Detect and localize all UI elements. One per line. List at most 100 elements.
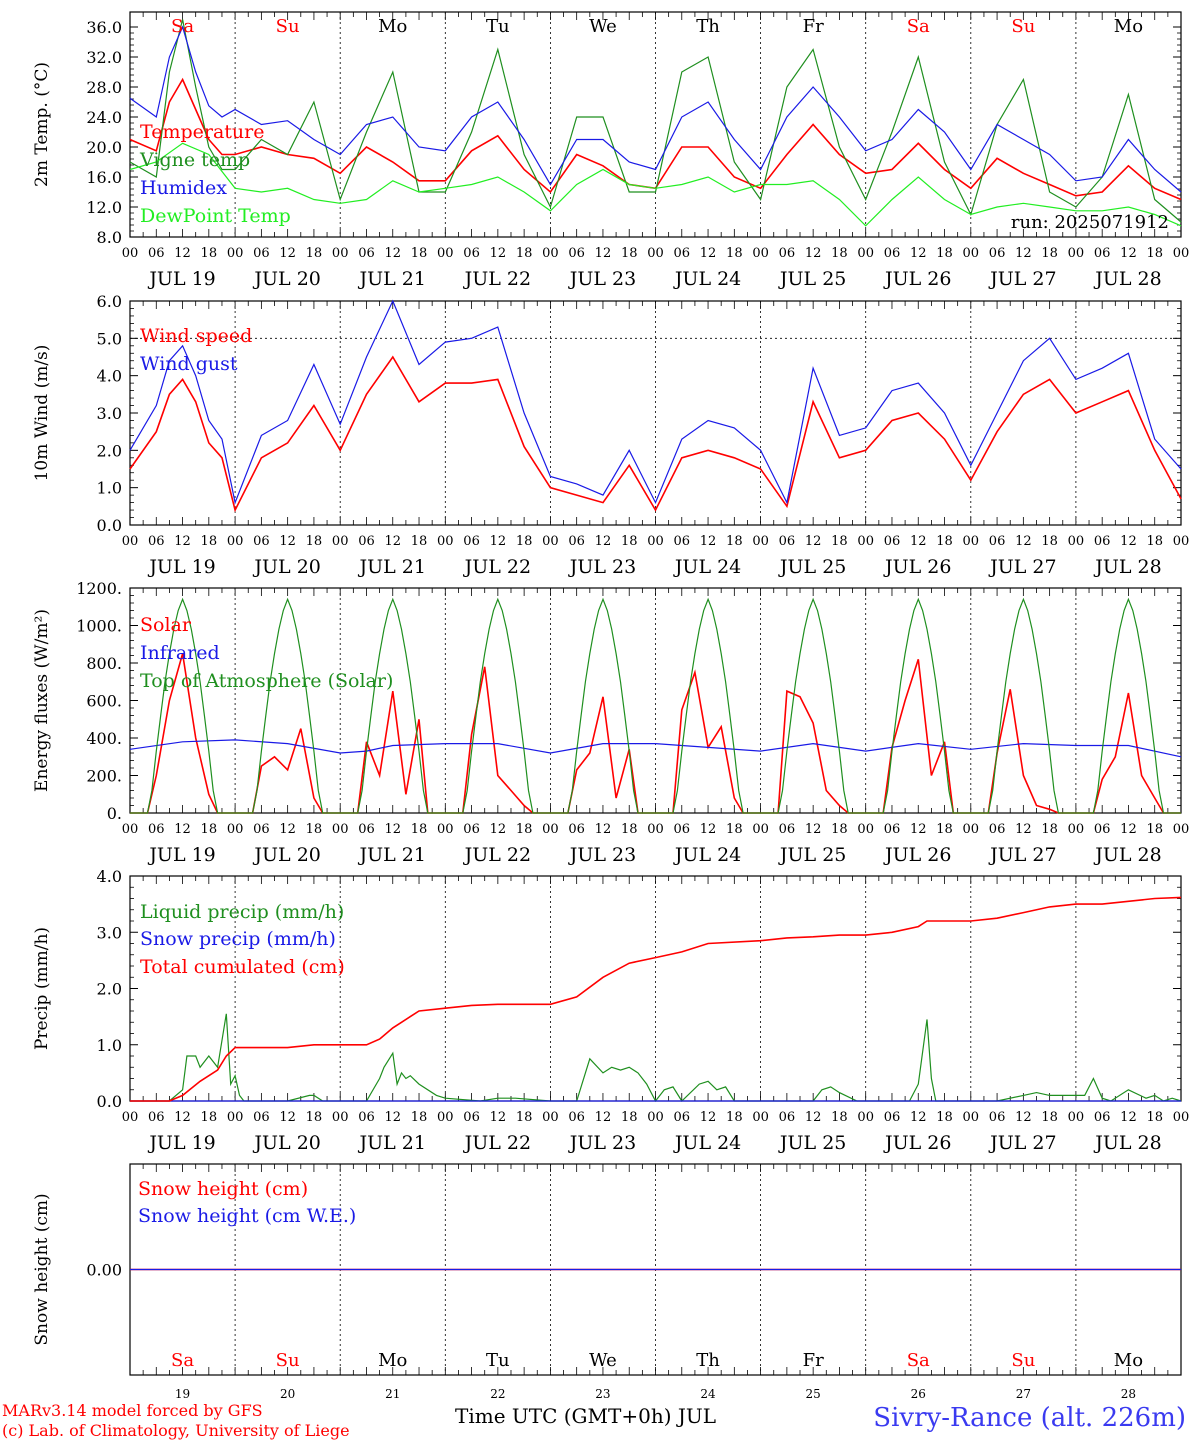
date-label: JUL 19 bbox=[147, 844, 215, 866]
y-tick-label: 20.0 bbox=[86, 138, 122, 157]
date-label: JUL 19 bbox=[147, 556, 215, 578]
hour-label: 12 bbox=[384, 822, 401, 837]
date-label: JUL 20 bbox=[252, 556, 320, 578]
y-tick-label: 1200. bbox=[76, 579, 122, 598]
hour-label: 18 bbox=[621, 1110, 638, 1125]
legend-entry: Solar bbox=[140, 614, 192, 636]
day-number: 19 bbox=[175, 1387, 190, 1401]
hour-label: 18 bbox=[726, 1110, 743, 1125]
hour-label: 06 bbox=[463, 1110, 480, 1125]
legend-entry: Snow height (cm W.E.) bbox=[138, 1205, 356, 1227]
hour-label: 12 bbox=[174, 1110, 191, 1125]
y-axis-title: Snow height (cm) bbox=[32, 1193, 52, 1345]
hour-label: 06 bbox=[989, 1110, 1006, 1125]
date-label: JUL 28 bbox=[1093, 844, 1161, 866]
hour-label: 00 bbox=[332, 246, 349, 261]
hour-label: 18 bbox=[306, 534, 323, 549]
hour-label: 06 bbox=[568, 1110, 585, 1125]
weekday-label: We bbox=[589, 16, 617, 37]
hour-label: 00 bbox=[963, 1110, 980, 1125]
y-tick-label: 3.0 bbox=[97, 404, 122, 423]
hour-label: 06 bbox=[253, 822, 270, 837]
legend-entry: Vigne temp bbox=[139, 149, 250, 171]
hour-label: 00 bbox=[963, 822, 980, 837]
date-label: JUL 28 bbox=[1093, 556, 1161, 578]
hour-label: 12 bbox=[279, 1110, 296, 1125]
weekday-label: Sa bbox=[171, 16, 194, 37]
hour-label: 06 bbox=[568, 822, 585, 837]
hour-label: 18 bbox=[621, 246, 638, 261]
hour-label: 00 bbox=[122, 246, 139, 261]
hour-label: 00 bbox=[647, 1110, 664, 1125]
hour-label: 18 bbox=[1041, 246, 1058, 261]
y-tick-label: 16.0 bbox=[86, 168, 122, 187]
y-tick-label: 200. bbox=[86, 767, 122, 786]
hour-label: 00 bbox=[122, 534, 139, 549]
day-number: 23 bbox=[595, 1387, 610, 1401]
hour-label: 00 bbox=[857, 822, 874, 837]
hour-label: 12 bbox=[1015, 246, 1032, 261]
date-label: JUL 22 bbox=[463, 844, 531, 866]
weekday-label: We bbox=[589, 1350, 617, 1371]
date-label: JUL 27 bbox=[988, 556, 1056, 578]
hour-label: 12 bbox=[384, 534, 401, 549]
hour-label: 18 bbox=[306, 822, 323, 837]
hour-label: 06 bbox=[253, 1110, 270, 1125]
hour-label: 12 bbox=[595, 1110, 612, 1125]
date-label: JUL 26 bbox=[883, 1132, 951, 1154]
hour-label: 18 bbox=[411, 1110, 428, 1125]
hour-label: 06 bbox=[1094, 1110, 1111, 1125]
weekday-label: Mo bbox=[1114, 16, 1143, 37]
series-line bbox=[129, 19, 1182, 223]
hour-label: 18 bbox=[726, 534, 743, 549]
hour-label: 06 bbox=[358, 246, 375, 261]
hour-label: 18 bbox=[936, 822, 953, 837]
date-label: JUL 21 bbox=[358, 556, 426, 578]
hour-label: 12 bbox=[805, 246, 822, 261]
hour-label: 12 bbox=[490, 1110, 507, 1125]
hour-label: 00 bbox=[542, 1110, 559, 1125]
hour-label: 00 bbox=[1173, 1110, 1190, 1125]
hour-label: 12 bbox=[490, 246, 507, 261]
hour-label: 06 bbox=[989, 822, 1006, 837]
day-number: 21 bbox=[385, 1387, 400, 1401]
hour-label: 18 bbox=[1041, 1110, 1058, 1125]
hour-label: 06 bbox=[884, 534, 901, 549]
hour-label: 12 bbox=[384, 1110, 401, 1125]
hour-label: 18 bbox=[306, 246, 323, 261]
hour-label: 00 bbox=[332, 1110, 349, 1125]
hour-label: 00 bbox=[227, 822, 244, 837]
series-line bbox=[130, 896, 1182, 1102]
date-label: JUL 24 bbox=[673, 844, 741, 866]
y-tick-label: 400. bbox=[86, 729, 122, 748]
y-tick-label: 5.0 bbox=[97, 329, 122, 348]
y-tick-label: 28.0 bbox=[86, 78, 122, 97]
hour-label: 12 bbox=[1015, 534, 1032, 549]
legend-entry: Top of Atmosphere (Solar) bbox=[140, 670, 393, 692]
y-tick-label: 1.0 bbox=[97, 479, 122, 498]
hour-label: 06 bbox=[674, 822, 691, 837]
date-label: JUL 27 bbox=[988, 844, 1056, 866]
weekday-label: Mo bbox=[378, 16, 407, 37]
legend-entry: Total cumulated (cm) bbox=[140, 956, 345, 978]
hour-label: 12 bbox=[279, 534, 296, 549]
date-label: JUL 25 bbox=[778, 268, 846, 290]
date-label: JUL 24 bbox=[673, 556, 741, 578]
hour-label: 18 bbox=[831, 822, 848, 837]
date-label: JUL 25 bbox=[778, 1132, 846, 1154]
y-tick-label: 800. bbox=[86, 654, 122, 673]
hour-label: 00 bbox=[752, 822, 769, 837]
hour-label: 00 bbox=[1068, 534, 1085, 549]
hour-label: 18 bbox=[1041, 822, 1058, 837]
hour-label: 12 bbox=[700, 534, 717, 549]
date-label: JUL 20 bbox=[252, 1132, 320, 1154]
hour-label: 12 bbox=[910, 822, 927, 837]
hour-label: 12 bbox=[1120, 1110, 1137, 1125]
weekday-label: Su bbox=[276, 16, 300, 37]
run-annotation: run: 2025071912 bbox=[1011, 212, 1169, 233]
y-tick-label: 0. bbox=[107, 804, 122, 823]
day-number: 25 bbox=[806, 1387, 821, 1401]
day-number: 28 bbox=[1121, 1387, 1136, 1401]
hour-label: 12 bbox=[805, 534, 822, 549]
hour-label: 18 bbox=[516, 246, 533, 261]
